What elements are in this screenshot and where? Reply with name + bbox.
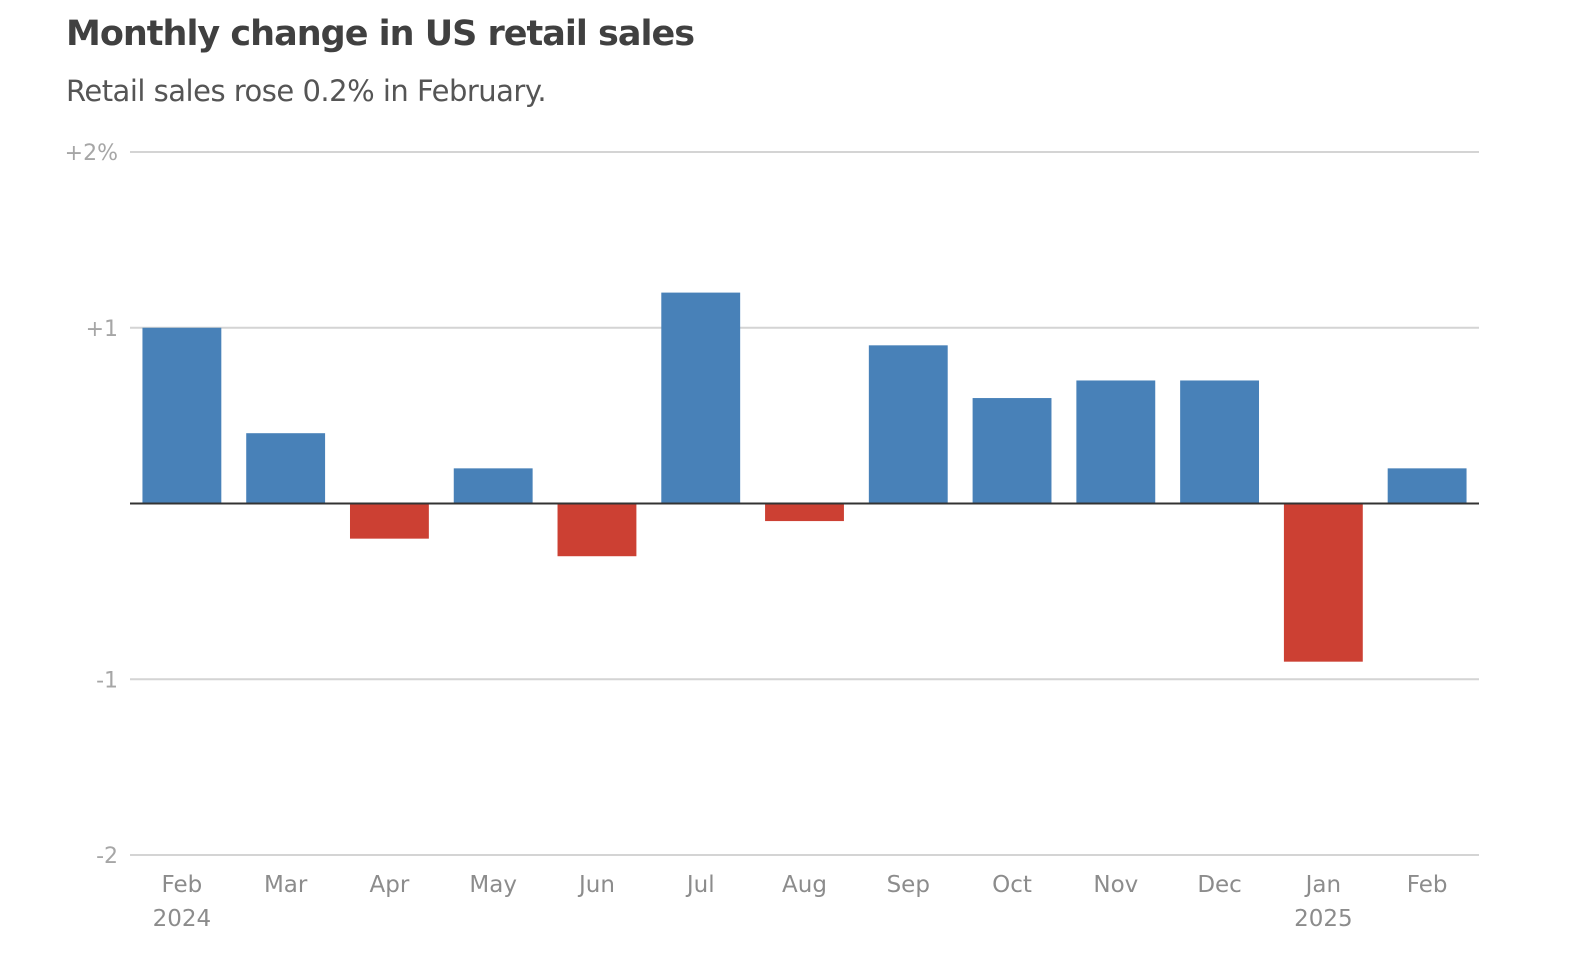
bar [557,503,637,557]
chart-title: Monthly change in US retail sales [66,14,695,54]
x-tick-label: Nov [1093,872,1138,898]
x-tick-label: Feb [1407,872,1448,898]
x-tick-label: May [469,872,517,898]
x-tick-label: Mar [264,872,308,898]
gridlines [130,151,1479,856]
bar [246,433,326,504]
axis-labels: +2% +1 -1 -2 Feb 2024 Mar Apr May Jun Jul Aug Sep Oct… [65,141,1448,932]
bar [1076,380,1156,504]
bars [142,292,1467,662]
y-tick-label: -1 [96,668,118,693]
bar [142,327,222,504]
x-tick-label: Dec [1197,872,1242,898]
y-tick-label: -2 [96,844,118,869]
x-tick-label: Jul [685,872,715,898]
bar [349,503,429,539]
x-tick-label: Sep [887,872,930,898]
x-tick-year-label: 2025 [1294,906,1353,932]
x-tick-label: Apr [370,872,410,898]
bar [868,345,948,504]
x-tick-label: Aug [782,872,827,898]
bar [1283,503,1363,662]
bar [1387,468,1467,504]
bar [1180,380,1260,504]
bar [972,398,1052,504]
x-tick-label: Jan [1304,872,1341,898]
y-tick-label: +2% [65,141,118,166]
bar [453,468,533,504]
y-tick-label: +1 [86,317,118,342]
chart-subtitle: Retail sales rose 0.2% in February. [66,74,547,108]
x-tick-label: Feb [162,872,203,898]
bar [765,503,844,522]
bar [661,292,741,504]
x-tick-label: Oct [992,872,1032,898]
x-tick-year-label: 2024 [153,906,212,932]
x-tick-label: Jun [577,872,615,898]
